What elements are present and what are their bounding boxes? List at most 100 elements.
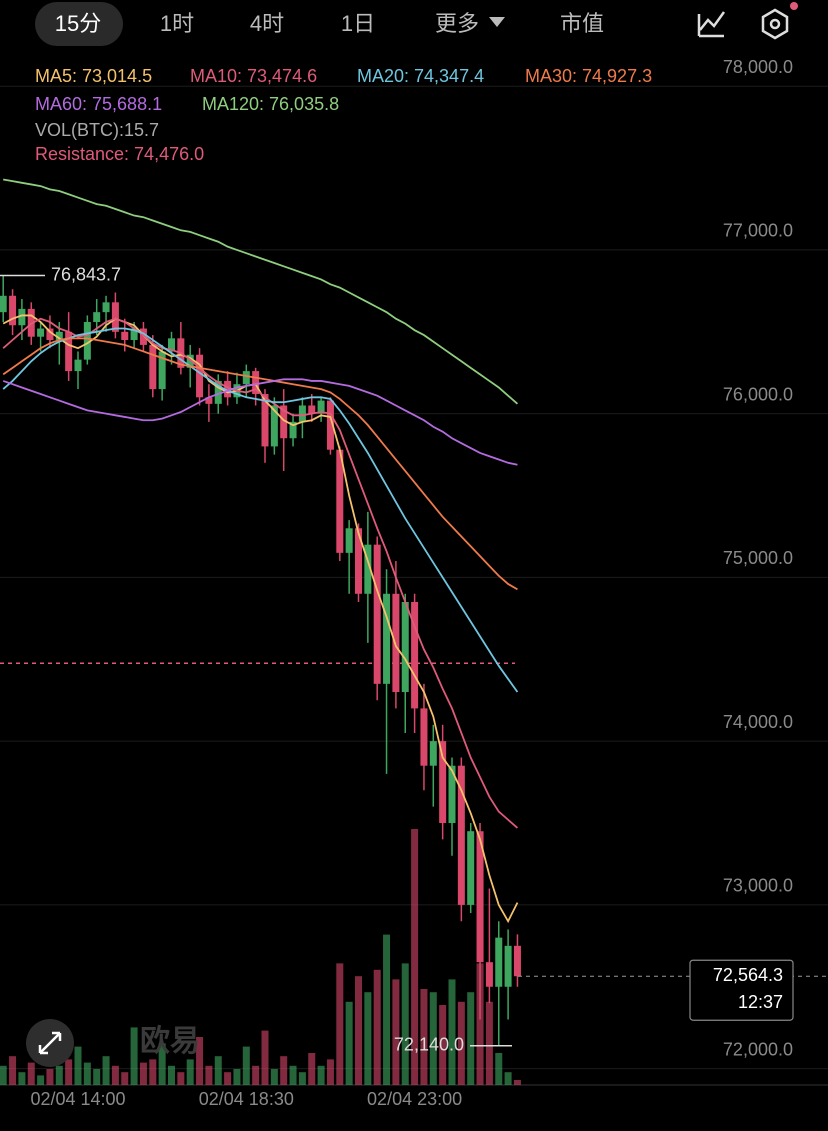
y-tick-label: 74,000.0 — [723, 712, 793, 732]
volume-bar — [139, 1062, 147, 1085]
candle-body — [280, 405, 288, 439]
candle-body — [326, 400, 334, 450]
volume-bar — [476, 963, 484, 1085]
volume-bar — [513, 1079, 521, 1085]
tab[interactable]: 1时 — [160, 11, 194, 36]
volume-bar — [168, 1065, 175, 1085]
candle-body — [139, 328, 147, 345]
indicator-icon[interactable] — [697, 11, 726, 38]
tab[interactable]: 更多 — [435, 11, 479, 36]
volume-bar — [74, 1046, 82, 1085]
settings-icon[interactable] — [761, 8, 789, 40]
volume-bar — [149, 1059, 157, 1085]
volume-bar — [242, 1046, 250, 1085]
y-tick-label: 72,000.0 — [723, 1039, 793, 1059]
volume-bar — [392, 979, 400, 1085]
candle-body — [83, 321, 91, 360]
resistance-legend: Resistance: 74,476.0 — [35, 144, 204, 164]
volume-bar — [9, 1056, 17, 1085]
volume-bar — [37, 1075, 45, 1085]
legend-entry: MA10: 73,474.6 — [190, 66, 317, 86]
candle-body — [93, 312, 101, 322]
volume-bar — [485, 1001, 493, 1085]
volume-bar — [326, 1059, 334, 1085]
volume-bar — [308, 1053, 316, 1085]
volume-bar — [196, 1037, 204, 1085]
volume-bar — [46, 1069, 54, 1085]
volume-bar — [233, 1069, 241, 1085]
volume-bar — [457, 1001, 465, 1085]
y-tick-label: 76,000.0 — [723, 384, 793, 404]
last-price-label: 72,564.3 — [713, 965, 783, 985]
volume-bar — [261, 1030, 269, 1085]
y-tick-label: 78,000.0 — [723, 57, 793, 77]
volume-bar — [102, 1056, 110, 1085]
candle-body — [383, 593, 391, 684]
icon-stroke — [769, 18, 781, 30]
last-price-box — [689, 959, 794, 1021]
volume-bar — [383, 934, 391, 1085]
candle-body — [74, 359, 82, 372]
volume-bar — [289, 1065, 297, 1085]
candle-body — [46, 328, 54, 340]
volume-bar — [373, 969, 381, 1085]
volume-bar — [93, 1069, 101, 1085]
candle-body — [242, 371, 250, 385]
candle-body — [65, 331, 73, 372]
legend-entry: MA20: 74,347.4 — [357, 66, 484, 86]
tab-selected-bg — [35, 2, 123, 46]
volume-bar — [18, 1072, 26, 1085]
tab[interactable]: 市值 — [560, 11, 604, 36]
candle-body — [355, 528, 362, 594]
ma-line — [2, 378, 518, 466]
notification-dot — [790, 2, 798, 10]
volume-bar — [252, 1065, 260, 1085]
low-label: 72,140.0 — [394, 1034, 464, 1054]
candle-body — [513, 945, 521, 977]
candle-body — [0, 295, 7, 313]
tab[interactable]: 4时 — [250, 11, 284, 36]
volume-bar — [65, 1059, 73, 1085]
candle-body — [261, 394, 269, 447]
candle-body — [289, 421, 297, 439]
candle-body — [457, 765, 465, 905]
tab[interactable]: 1日 — [341, 11, 375, 36]
y-tick-label: 77,000.0 — [723, 221, 793, 241]
volume-bar — [27, 1062, 35, 1085]
candle-body — [130, 328, 138, 340]
candle-body — [448, 765, 456, 824]
candle-body — [392, 593, 400, 693]
y-tick-label: 73,000.0 — [723, 876, 793, 896]
volume-bar — [270, 1069, 278, 1085]
legend-entry: MA30: 74,927.3 — [525, 66, 652, 86]
volume-bar — [158, 1043, 166, 1085]
candle-body — [504, 945, 512, 987]
volume-legend: VOL(BTC):15.7 — [35, 120, 159, 140]
candle-body — [270, 405, 278, 447]
chart: 72,000.0 73,000.0 74,000.0 75,000.0 76,000.0… — [0, 57, 828, 1109]
candle-body — [9, 295, 17, 326]
volume-bar — [83, 1062, 91, 1085]
candle-body — [485, 962, 493, 987]
candle-body — [336, 449, 344, 553]
candle-body — [149, 344, 157, 390]
tab[interactable]: 15分 — [55, 11, 101, 36]
volume-bar — [467, 992, 475, 1085]
candle-body — [111, 302, 119, 332]
candle-body — [420, 708, 428, 766]
icon-stroke — [697, 11, 726, 38]
volume-bar — [317, 1065, 325, 1085]
legend-entry: MA60: 75,688.1 — [35, 94, 162, 114]
volume-bar — [205, 1065, 213, 1085]
volume-bar — [214, 1056, 222, 1085]
volume-bar — [280, 1056, 288, 1085]
candle-body — [168, 338, 175, 352]
volume-bar — [345, 1001, 353, 1085]
volume-bar — [420, 989, 428, 1085]
candle-body — [373, 544, 381, 684]
candle-body — [158, 351, 166, 390]
expand-icon — [38, 1031, 62, 1055]
volume-bar — [495, 1053, 503, 1085]
candle-body — [476, 831, 484, 963]
